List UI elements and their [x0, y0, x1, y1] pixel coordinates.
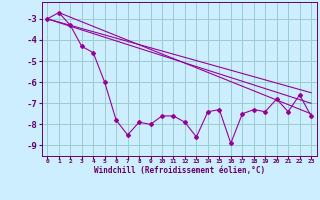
- X-axis label: Windchill (Refroidissement éolien,°C): Windchill (Refroidissement éolien,°C): [94, 166, 265, 175]
